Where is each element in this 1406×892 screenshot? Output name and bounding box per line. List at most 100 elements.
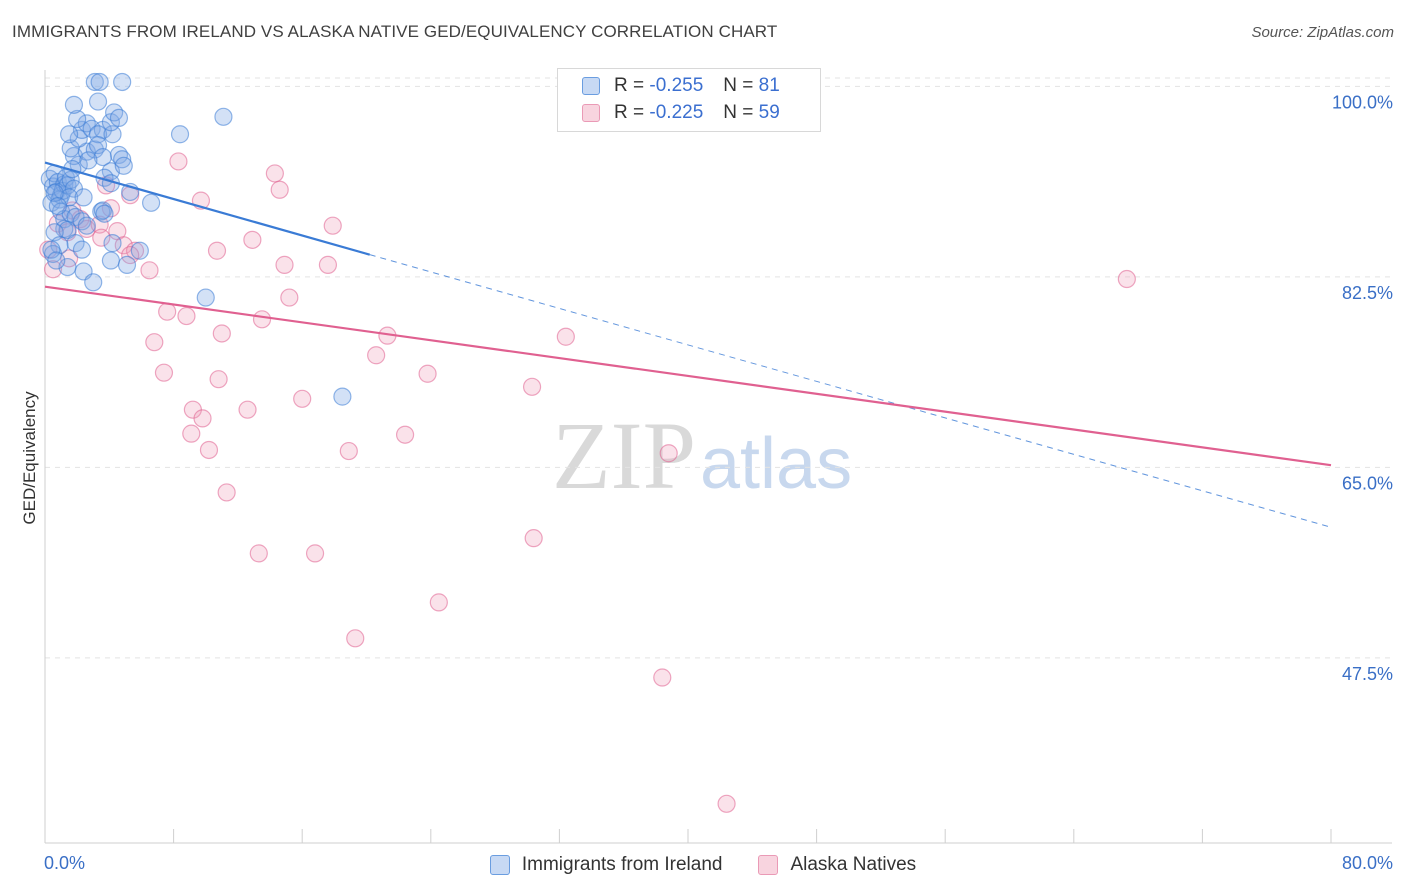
ireland-point (170, 125, 190, 144)
watermark-atlas: atlas (700, 424, 853, 504)
alaska-native-point (717, 794, 736, 813)
watermark-zip: ZIP (552, 402, 696, 509)
alaska-native-point (556, 327, 575, 346)
alaska-native-point (177, 306, 196, 326)
ireland-point (66, 234, 85, 253)
alaska-native-point (209, 370, 228, 389)
alaska-native-point (217, 483, 236, 502)
ireland-point (109, 108, 129, 128)
ireland-point (77, 216, 96, 235)
alaska-native-point (293, 389, 312, 408)
alaska-native-point (169, 152, 188, 171)
alaska-native-point (522, 377, 542, 396)
x-tick-label-max: 80.0% (1342, 853, 1393, 873)
legend-item-alaska[interactable]: Alaska Natives (758, 854, 916, 876)
ireland-trendline-extension (369, 254, 1332, 528)
y-tick-label: 82.5% (1342, 283, 1393, 303)
ireland-point (48, 196, 67, 216)
alaska-native-point (90, 215, 109, 234)
alaska-native-point (318, 255, 338, 274)
x-tick-label-min: 0.0% (44, 853, 85, 873)
alaska-native-point (182, 424, 201, 443)
alaska-native-point (339, 441, 358, 461)
legend-r-label: R = (614, 102, 645, 123)
alaska-native-point (212, 324, 231, 343)
alaska-native-point (114, 236, 133, 255)
alaska-native-point (346, 629, 365, 648)
alaska-native-point (158, 302, 177, 321)
legend-swatch-blue (489, 855, 510, 875)
ireland-point (60, 125, 79, 144)
chart-title: IMMIGRANTS FROM IRELAND VS ALASKA NATIVE… (12, 22, 778, 41)
trend-layer (44, 161, 1332, 528)
legend-row-alaska: R = -0.225 N = 59 (582, 101, 780, 125)
alaska-native-point (323, 216, 342, 235)
legend-label-alaska: Alaska Natives (790, 854, 917, 875)
ireland-point (214, 107, 233, 126)
source-label: Source: ZipAtlas.com (1251, 24, 1394, 41)
ireland-point (103, 234, 122, 253)
alaska-native-point (659, 444, 678, 463)
ireland-point (68, 109, 87, 129)
ireland-point (72, 240, 92, 259)
ireland-point (64, 95, 84, 114)
ireland-trendline (44, 161, 371, 256)
legend-row-ireland: R = -0.255 N = 81 (582, 74, 780, 98)
y-tick-label: 65.0% (1342, 473, 1393, 493)
legend-n-value-ireland: 81 (758, 75, 780, 96)
legend-r-label: R = (614, 75, 645, 96)
alaska-native-point (199, 440, 219, 460)
series-legend: Immigrants from Ireland Alaska Natives (0, 852, 1406, 878)
alaska-native-point (154, 363, 174, 382)
ireland-point (196, 288, 215, 307)
legend-item-ireland[interactable]: Immigrants from Ireland (489, 854, 723, 876)
alaska-native-point (140, 261, 159, 280)
legend-swatch-pink (758, 855, 779, 875)
ireland-point (88, 136, 108, 155)
ireland-point (85, 72, 104, 92)
ireland-point (77, 114, 96, 133)
alaska-native-point (207, 241, 227, 260)
ireland-point (93, 147, 112, 167)
y-axis-label: GED/Equivalency (20, 391, 39, 525)
ireland-point (130, 241, 149, 260)
ireland-point (117, 255, 137, 274)
ireland-point (88, 92, 108, 111)
alaska-native-point (367, 346, 386, 365)
legend-n-label: N = (723, 102, 754, 123)
y-tick-label: 100.0% (1332, 92, 1393, 112)
ireland-point (84, 273, 103, 292)
legend-r-value-alaska: -0.225 (649, 102, 704, 123)
legend-swatch-pink (582, 104, 600, 122)
ireland-point (113, 150, 132, 169)
alaska-native-point (249, 544, 268, 563)
alaska-native-point (265, 164, 284, 183)
axis-layer (44, 70, 1392, 844)
ireland-point (47, 251, 66, 270)
ireland-point (90, 72, 109, 92)
ireland-point (333, 387, 352, 406)
ireland-point (101, 251, 121, 270)
alaska-native-point (275, 255, 294, 274)
ireland-point (95, 204, 114, 223)
tick-label-layer: 100.0% 82.5% 65.0% 47.5% 0.0% 80.0% (44, 92, 1393, 873)
legend-n-label: N = (723, 75, 754, 96)
alaska-native-point (92, 228, 111, 247)
watermark: ZIPatlas (552, 400, 852, 511)
alaska-native-trendline (44, 285, 1332, 467)
alaska-native-point (252, 310, 272, 329)
legend-n-value-alaska: 59 (758, 102, 780, 123)
ireland-point (63, 159, 82, 179)
alaska-native-point (243, 230, 262, 249)
alaska-native-point (524, 529, 543, 548)
alaska-native-point (395, 425, 415, 444)
ireland-point (79, 151, 98, 170)
ireland-point (42, 240, 61, 259)
alaska-native-point (305, 544, 325, 563)
ireland-point (88, 125, 108, 144)
ireland-point (74, 188, 93, 207)
legend-swatch-blue (582, 77, 600, 95)
correlation-legend: R = -0.255 N = 81 R = -0.225 N = 59 (557, 68, 821, 132)
legend-label-ireland: Immigrants from Ireland (521, 854, 723, 875)
